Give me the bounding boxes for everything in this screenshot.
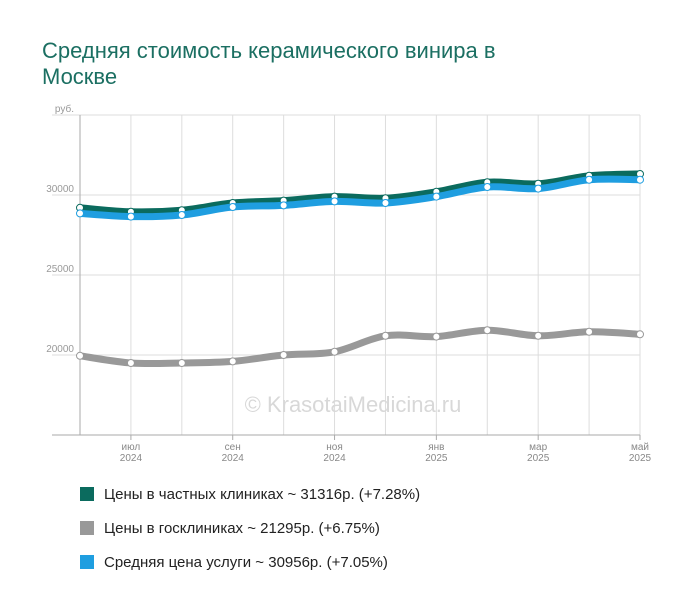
data-point <box>636 330 644 339</box>
x-tick-label: июл 2024 <box>120 442 143 464</box>
data-point <box>330 347 339 356</box>
data-point <box>534 184 543 193</box>
watermark: © KrasotaiMedicina.ru <box>245 392 462 417</box>
data-point <box>534 331 543 340</box>
series-line <box>76 170 644 216</box>
data-point <box>432 332 441 341</box>
x-tick-label: янв 2025 <box>425 442 448 464</box>
x-tick-label: сен 2024 <box>222 442 245 464</box>
data-point <box>228 357 237 366</box>
chart-title: Средняя стоимость керамического винира в… <box>42 38 496 89</box>
data-point <box>279 201 288 210</box>
data-point <box>381 199 390 207</box>
y-tick-label: 30000 <box>46 184 74 195</box>
legend-label: Средняя цена услуги ~ 30956р. (+7.05%) <box>104 554 388 571</box>
data-point <box>76 209 84 218</box>
data-point <box>330 197 339 206</box>
data-point <box>126 212 135 221</box>
legend-swatch <box>80 487 94 501</box>
legend-swatch <box>80 521 94 535</box>
series-line <box>76 326 644 368</box>
x-tick-label: ноя 2024 <box>323 442 346 464</box>
series-line <box>76 175 644 221</box>
data-point <box>585 327 594 336</box>
data-point <box>483 326 492 335</box>
legend-label: Цены в частных клиниках ~ 31316р. (+7.28… <box>104 486 420 503</box>
data-point <box>279 351 288 359</box>
data-point <box>177 211 186 219</box>
data-point <box>228 203 237 211</box>
data-point <box>483 183 492 191</box>
legend-swatch <box>80 555 94 569</box>
y-tick-label: 25000 <box>46 264 74 275</box>
data-point <box>636 175 644 184</box>
x-tick-label: мар 2025 <box>527 442 550 464</box>
x-tick-label: май 2025 <box>629 442 652 464</box>
data-point <box>76 351 84 360</box>
data-point <box>432 192 441 201</box>
data-point <box>126 359 135 367</box>
data-point <box>585 175 594 184</box>
y-tick-label: руб. <box>55 103 74 115</box>
data-point <box>177 359 186 367</box>
data-point <box>381 331 390 340</box>
legend-label: Цены в госклиниках ~ 21295р. (+6.75%) <box>104 520 380 537</box>
y-tick-label: 20000 <box>46 344 74 355</box>
